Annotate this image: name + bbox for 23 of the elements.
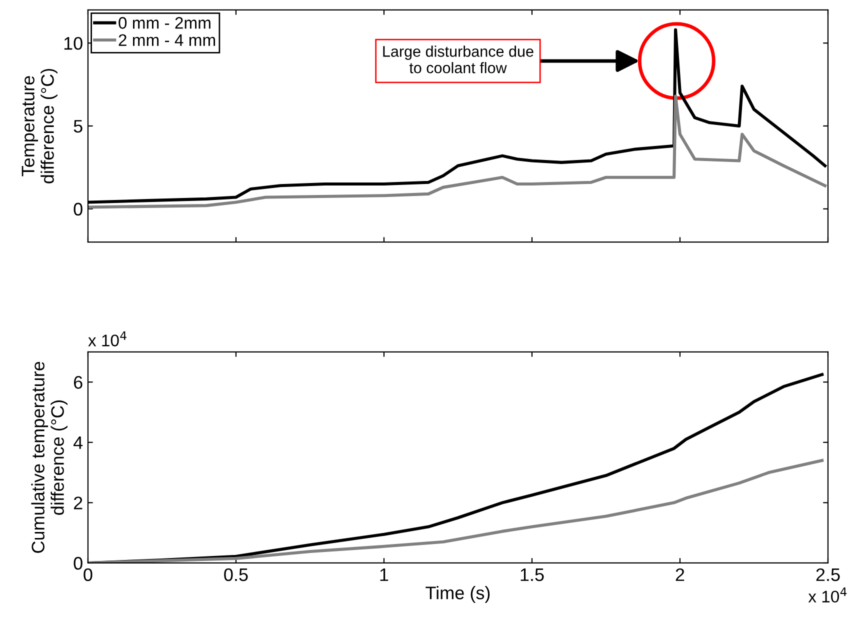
text: x 10$^{4}$ [88,331,126,346]
y-axis-title: Temperature difference (°C) [22,68,58,184]
y-tick-label: 6 [74,376,82,389]
legend-label: 2 mm - 4 mm [118,34,216,46]
line-series [88,94,827,209]
x-tick-label: 0 [84,568,92,582]
y-tick-label: 2 [74,496,82,510]
x-tick-label: 2 [676,568,684,581]
legend-label: 0 mm - 2mm [118,17,210,29]
y-tick-label: 10 [64,37,82,50]
annotation: Large disturbance due to coolant flow [383,46,534,74]
x-tick-label: 0.5 [224,568,248,582]
y-tick-label: 4 [73,436,83,449]
y-tick-label: 0 [74,556,82,570]
y-tick-label: 5 [74,120,82,133]
x-axis-title: Time (s) [426,586,490,603]
text: x 10$^{4}$ [808,588,847,603]
x-tick-label: 1 [380,568,388,581]
y-tick-label: 0 [74,202,82,216]
x-tick-label: 2.5 [816,568,840,582]
y-axis-title: Cumulative temperature difference (°C) [31,362,68,553]
x-tick-label: 1.5 [520,568,544,582]
line-series [88,458,824,563]
